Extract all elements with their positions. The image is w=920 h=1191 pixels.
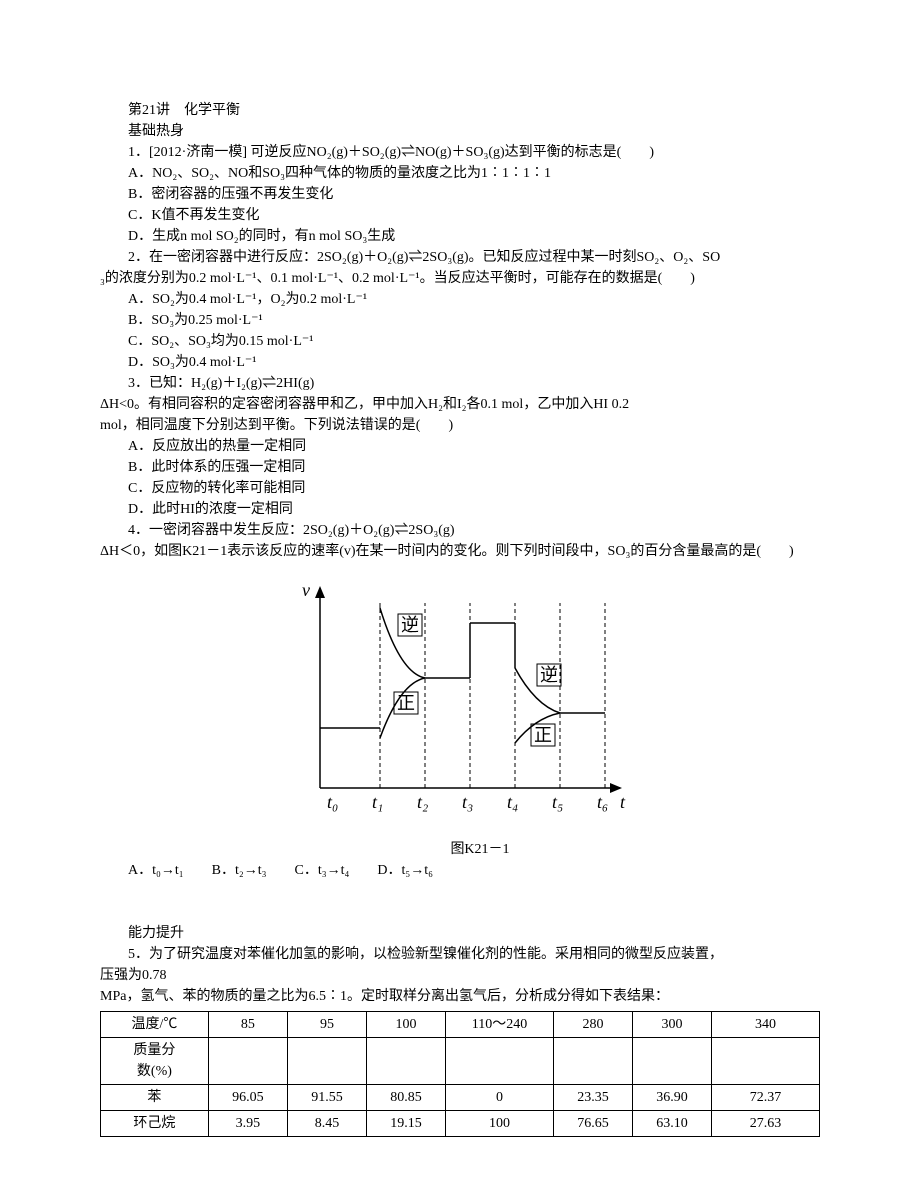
q5-line2: 压强为0.78 [100,965,820,986]
table-header-cell: 温度/℃ [101,1012,209,1038]
table-cell: 76.65 [553,1111,632,1137]
q3-option-a: A．反应放出的热量一定相同 [100,436,820,457]
svg-text:v: v [302,580,310,600]
table-cell: 80.85 [367,1085,446,1111]
svg-text:逆: 逆 [401,615,419,635]
svg-text:t₂: t₂ [417,792,428,812]
q4-stem-line1: 4．一密闭容器中发生反应：2SO₂(g)＋O₂(g)⇌2SO₃(g) [100,520,820,541]
table-cell: 3.95 [208,1111,287,1137]
svg-text:正: 正 [534,725,552,745]
table-cell [712,1038,820,1085]
q3-stem-line2: ΔH<0。有相同容积的定容密闭容器甲和乙，甲中加入H₂和I₂各0.1 mol，乙… [100,394,820,415]
table-cell: 91.55 [287,1085,366,1111]
q1-option-c: C．K值不再发生变化 [100,205,820,226]
table-cell: 96.05 [208,1085,287,1111]
table-header-cell: 100 [367,1012,446,1038]
table-header-cell: 85 [208,1012,287,1038]
table-header-cell: 280 [553,1012,632,1038]
table-cell [633,1038,712,1085]
table-cell: 100 [446,1111,554,1137]
table-cell [208,1038,287,1085]
q1-option-d: D．生成n mol SO₂的同时，有n mol SO₃生成 [100,226,820,247]
svg-text:逆: 逆 [540,665,558,685]
svg-text:t₃: t₃ [462,792,473,812]
q5-line1: 5．为了研究温度对苯催化加氢的影响，以检验新型镍催化剂的性能。采用相同的微型反应… [100,944,820,965]
svg-text:t₁: t₁ [372,792,383,812]
svg-text:t: t [620,792,626,812]
svg-text:t₀: t₀ [327,792,338,812]
q2-option-c: C．SO₂、SO₃均为0.15 mol·L⁻¹ [100,331,820,352]
svg-text:t₆: t₆ [597,792,608,812]
table-row-label: 苯 [101,1085,209,1111]
table-cell [287,1038,366,1085]
table-row-label: 质量分数(%) [101,1038,209,1085]
q4-stem-line2: ΔH＜0，如图K21－1表示该反应的速率(v)在某一时间内的变化。则下列时间段中… [100,541,820,562]
table-cell: 63.10 [633,1111,712,1137]
table-header-cell: 300 [633,1012,712,1038]
q2-option-a: A．SO₂为0.4 mol·L⁻¹，O₂为0.2 mol·L⁻¹ [100,289,820,310]
svg-text:t₅: t₅ [552,792,563,812]
svg-text:正: 正 [397,693,415,713]
table-cell [446,1038,554,1085]
table-header-cell: 110～240 [446,1012,554,1038]
q3-stem-line1: 3．已知：H₂(g)＋I₂(g)⇌2HI(g) [100,373,820,394]
data-table: 温度/℃8595100110～240280300340质量分数(%)苯96.05… [100,1011,820,1137]
q3-stem-line3: mol，相同温度下分别达到平衡。下列说法错误的是( ) [100,415,820,436]
table-cell: 0 [446,1085,554,1111]
q3-option-d: D．此时HI的浓度一定相同 [100,499,820,520]
table-cell [553,1038,632,1085]
lecture-title: 第21讲 化学平衡 [100,100,820,121]
q5-line3: MPa，氢气、苯的物质的量之比为6.5∶1。定时取样分离出氢气后，分析成分得如下… [100,986,820,1007]
section-header-2: 能力提升 [100,923,820,944]
q1-option-a: A．NO₂、SO₂、NO和SO₃四种气体的物质的量浓度之比为1∶1∶1∶1 [100,163,820,184]
q4-options: A．t₀→t₁ B．t₂→t₃ C．t₃→t₄ D．t₅→t₆ [100,860,820,881]
section-header-1: 基础热身 [100,121,820,142]
figure-container: v t t₀ t₁ t₂ t₃ t₄ t₅ t₆ 逆正 逆正 [100,568,820,835]
table-cell: 36.90 [633,1085,712,1111]
table-cell: 19.15 [367,1111,446,1137]
table-cell: 23.35 [553,1085,632,1111]
q2-option-d: D．SO₃为0.4 mol·L⁻¹ [100,352,820,373]
q3-option-b: B．此时体系的压强一定相同 [100,457,820,478]
q3-option-c: C．反应物的转化率可能相同 [100,478,820,499]
table-row-label: 环己烷 [101,1111,209,1137]
q1-stem: 1．[2012·济南一模] 可逆反应NO₂(g)＋SO₂(g)⇌NO(g)＋SO… [100,142,820,163]
table-cell: 27.63 [712,1111,820,1137]
q2-option-b: B．SO₃为0.25 mol·L⁻¹ [100,310,820,331]
table-cell [367,1038,446,1085]
table-header-cell: 340 [712,1012,820,1038]
table-header-cell: 95 [287,1012,366,1038]
rate-vs-time-chart: v t t₀ t₁ t₂ t₃ t₄ t₅ t₆ 逆正 逆正 [280,568,640,828]
table-cell: 72.37 [712,1085,820,1111]
svg-text:t₄: t₄ [507,792,518,812]
q2-stem-line1: 2．在一密闭容器中进行反应：2SO₂(g)＋O₂(g)⇌2SO₃(g)。已知反应… [100,247,820,268]
q2-stem-line2: ₃的浓度分别为0.2 mol·L⁻¹、0.1 mol·L⁻¹、0.2 mol·L… [100,268,820,289]
figure-caption: 图K21－1 [140,839,820,860]
table-cell: 8.45 [287,1111,366,1137]
q1-option-b: B．密闭容器的压强不再发生变化 [100,184,820,205]
